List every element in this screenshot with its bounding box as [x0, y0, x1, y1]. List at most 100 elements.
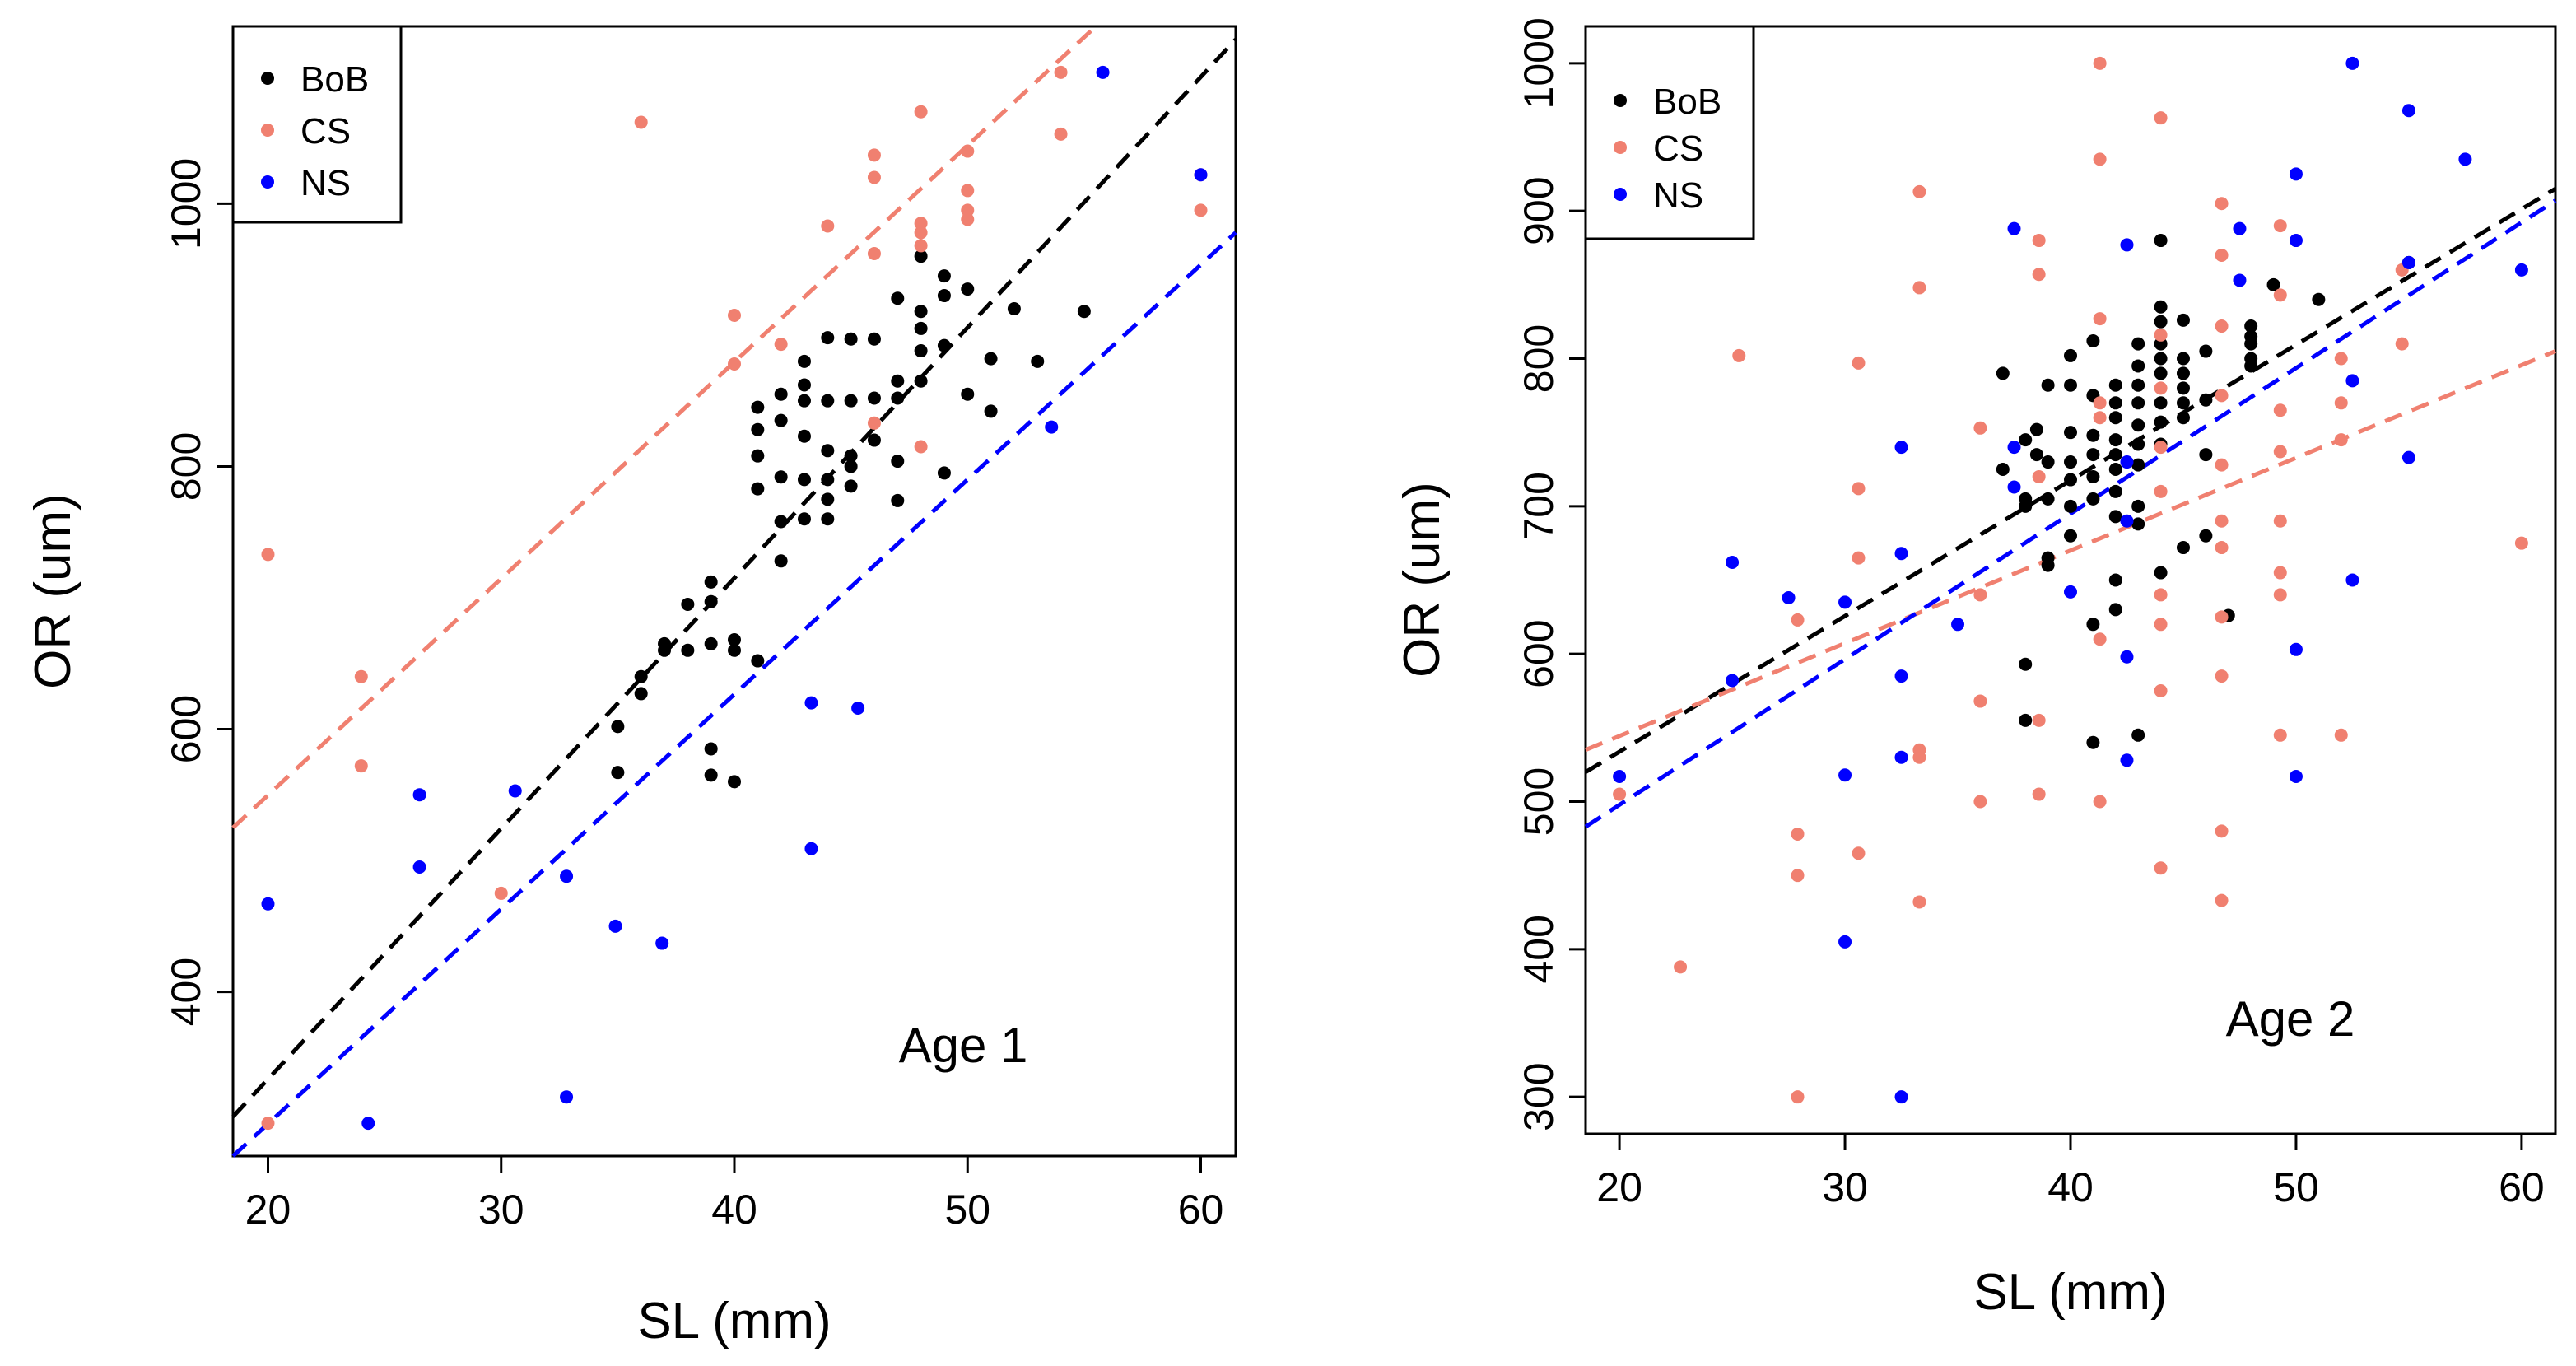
point-bob — [2131, 499, 2145, 513]
point-bob — [2154, 396, 2168, 410]
y-tick-label: 600 — [1516, 619, 1562, 688]
point-bob — [751, 449, 765, 463]
point-bob — [2154, 352, 2168, 366]
point-bob — [891, 455, 905, 469]
point-bob — [611, 766, 625, 780]
point-cs — [1852, 846, 1866, 860]
point-bob — [681, 643, 695, 657]
point-bob — [611, 720, 625, 734]
point-bob — [2064, 529, 2077, 543]
legend-marker-bob — [1614, 94, 1627, 107]
point-ns — [2120, 238, 2134, 252]
point-bob — [751, 422, 765, 436]
point-bob — [1031, 354, 1045, 368]
point-bob — [2176, 381, 2190, 395]
legend-label-cs: CS — [1653, 128, 1703, 169]
point-bob — [2244, 337, 2258, 351]
point-cs — [821, 219, 835, 233]
point-bob — [2108, 510, 2122, 524]
legend-label-bob: BoB — [1653, 82, 1721, 122]
point-cs — [2334, 396, 2348, 410]
point-cs — [774, 338, 788, 352]
point-bob — [704, 768, 718, 782]
point-ns — [2064, 585, 2077, 599]
point-ns — [2458, 152, 2472, 166]
point-cs — [2154, 328, 2168, 342]
point-bob — [844, 394, 858, 408]
point-bob — [891, 374, 905, 388]
point-bob — [2131, 437, 2145, 451]
point-ns — [851, 701, 865, 715]
point-bob — [867, 332, 881, 346]
point-bob — [2176, 352, 2190, 366]
point-bob — [774, 413, 788, 427]
point-bob — [2086, 735, 2100, 749]
point-cs — [1791, 869, 1805, 883]
point-cs — [1973, 421, 1987, 435]
point-cs — [867, 170, 881, 184]
point-ns — [560, 869, 574, 883]
point-bob — [937, 338, 951, 352]
point-cs — [354, 759, 368, 773]
point-cs — [2154, 684, 2168, 697]
point-bob — [2199, 393, 2213, 407]
point-ns — [560, 1090, 574, 1104]
point-bob — [797, 378, 811, 392]
legend-label-cs: CS — [300, 111, 351, 152]
x-tick-label: 30 — [1822, 1164, 1868, 1210]
point-ns — [2007, 480, 2021, 494]
point-cs — [961, 144, 975, 158]
point-cs — [2093, 795, 2107, 809]
point-bob — [2108, 396, 2122, 410]
legend-box — [231, 25, 403, 224]
point-bob — [2019, 499, 2033, 513]
point-bob — [821, 512, 835, 526]
y-tick-label: 800 — [163, 432, 209, 501]
point-cs — [914, 226, 928, 240]
point-bob — [751, 482, 765, 496]
point-ns — [1096, 65, 1110, 79]
point-bob — [634, 687, 648, 701]
point-ns — [2120, 650, 2134, 664]
point-ns — [2289, 770, 2303, 784]
point-cs — [1973, 588, 1987, 602]
point-cs — [2215, 893, 2229, 907]
point-cs — [2154, 111, 2168, 125]
point-cs — [1852, 356, 1866, 370]
point-ns — [261, 897, 275, 911]
point-ns — [361, 1117, 375, 1131]
point-ns — [2120, 514, 2134, 528]
point-bob — [2086, 618, 2100, 632]
point-bob — [797, 394, 811, 408]
point-cs — [1791, 613, 1805, 627]
y-tick-label: 900 — [1516, 176, 1562, 245]
point-bob — [2154, 234, 2168, 248]
point-bob — [728, 633, 741, 647]
point-bob — [2154, 566, 2168, 580]
point-cs — [2215, 458, 2229, 472]
point-bob — [984, 404, 998, 418]
point-bob — [844, 479, 858, 493]
point-bob — [2176, 396, 2190, 410]
point-ns — [2345, 56, 2359, 70]
point-bob — [2131, 359, 2145, 373]
point-cs — [2032, 268, 2046, 282]
point-cs — [261, 1117, 275, 1131]
point-ns — [2401, 255, 2415, 269]
point-bob — [2131, 378, 2145, 392]
legend-marker-ns — [261, 175, 274, 189]
point-bob — [2029, 422, 2043, 436]
point-bob — [914, 305, 928, 319]
point-bob — [2199, 529, 2213, 543]
point-bob — [2029, 448, 2043, 462]
point-bob — [1996, 366, 2010, 380]
point-cs — [1852, 551, 1866, 565]
point-cs — [2334, 728, 2348, 742]
point-bob — [774, 387, 788, 401]
point-bob — [797, 354, 811, 368]
point-cs — [1973, 694, 1987, 708]
y-tick-label: 800 — [1516, 324, 1562, 393]
point-bob — [2131, 517, 2145, 531]
point-bob — [797, 512, 811, 526]
point-cs — [2215, 197, 2229, 211]
